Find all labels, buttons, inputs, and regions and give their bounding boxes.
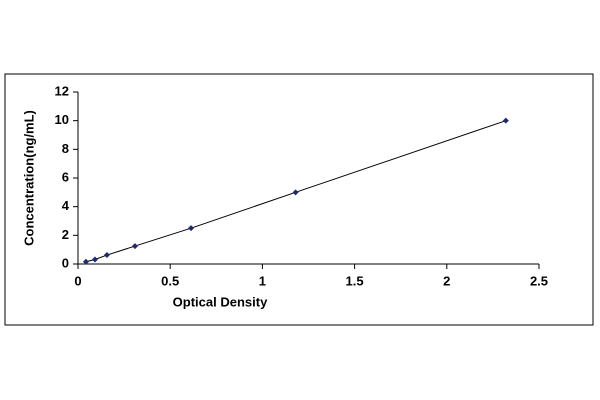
x-tick-label: 2	[443, 273, 450, 288]
x-tick-label: 1	[259, 273, 266, 288]
data-point	[82, 258, 89, 265]
data-point	[292, 189, 299, 196]
x-tick-label: 2.5	[530, 273, 548, 288]
x-tick-label: 0	[74, 273, 81, 288]
chart-frame	[4, 73, 594, 326]
data-point	[131, 243, 138, 250]
y-tick-label: 8	[62, 141, 69, 156]
y-tick-label: 2	[62, 227, 69, 242]
y-tick-label: 10	[55, 112, 69, 127]
y-tick-label: 6	[62, 169, 69, 184]
data-point	[188, 225, 195, 232]
x-axis-label: Optical Density	[173, 294, 268, 309]
data-point	[502, 117, 509, 124]
data-point	[103, 252, 110, 259]
x-tick-label: 0.5	[161, 273, 179, 288]
data-point	[91, 256, 98, 263]
y-tick-label: 4	[62, 198, 70, 213]
y-axis-label: Concentration(ng/mL)	[21, 110, 36, 246]
y-tick-label: 12	[55, 83, 69, 98]
x-tick-label: 1.5	[346, 273, 364, 288]
y-tick-label: 0	[62, 255, 69, 270]
